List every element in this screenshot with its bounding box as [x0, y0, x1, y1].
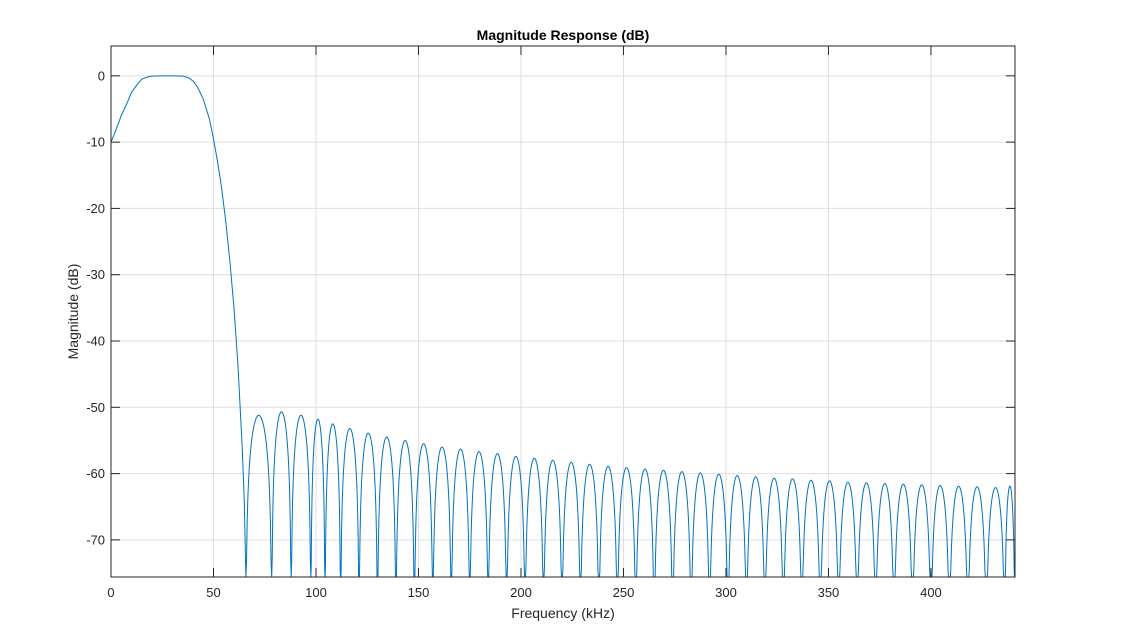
y-tick-label: -40	[86, 334, 105, 349]
x-tick-label: 300	[715, 585, 737, 600]
y-tick-label: -20	[86, 201, 105, 216]
y-tick-label: 0	[98, 68, 105, 83]
x-tick-label: 150	[408, 585, 430, 600]
y-tick-label: -70	[86, 532, 105, 547]
x-tick-label: 50	[206, 585, 220, 600]
chart-title: Magnitude Response (dB)	[477, 27, 650, 43]
y-tick-label: -30	[86, 267, 105, 282]
y-axis-label: Magnitude (dB)	[65, 264, 81, 360]
y-tick-labels: 0 -10 -20 -30 -40 -50 -60 -70	[86, 68, 105, 547]
y-tick-label: -60	[86, 466, 105, 481]
x-tick-label: 0	[107, 585, 114, 600]
x-tick-label: 250	[613, 585, 635, 600]
x-tick-label: 200	[510, 585, 532, 600]
axes-frame	[110, 45, 1016, 578]
tick-marks	[110, 46, 1015, 577]
x-tick-label: 400	[920, 585, 942, 600]
plot-area	[111, 75, 1015, 577]
grid-lines	[110, 46, 1015, 577]
x-tick-labels: 0 50 100 150 200 250 300 350 400	[107, 585, 941, 600]
x-tick-label: 350	[818, 585, 840, 600]
x-tick-label: 100	[305, 585, 327, 600]
y-tick-label: -50	[86, 400, 105, 415]
y-tick-label: -10	[86, 135, 105, 150]
x-axis-label: Frequency (kHz)	[511, 605, 614, 621]
magnitude-series-line	[111, 75, 1015, 577]
